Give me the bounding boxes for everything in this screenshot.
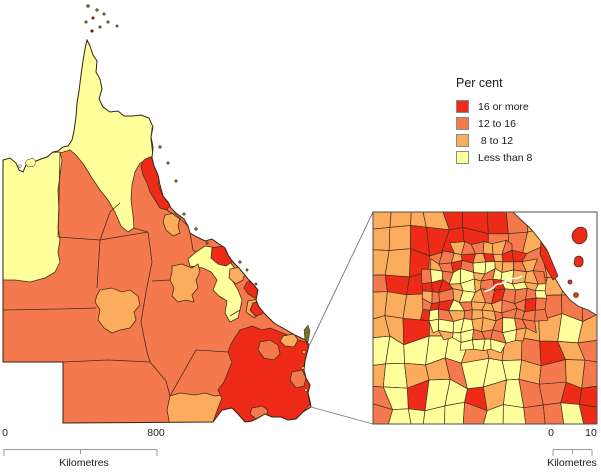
inset-region: [373, 363, 386, 388]
internal-boundaries: [3, 151, 241, 397]
inset-region: [421, 282, 433, 292]
region-lightorange-central: [169, 263, 201, 303]
inset-region: [384, 248, 411, 278]
inset-region: [535, 297, 548, 311]
region-lightorange-coast1: [162, 212, 181, 237]
legend-item-orange: 12 to 16: [456, 115, 532, 132]
inset-region: [542, 402, 565, 424]
inset-region: [444, 401, 465, 424]
inset-region: [502, 404, 526, 424]
inset-region: [373, 274, 388, 293]
inset-region: [373, 403, 394, 424]
legend-item-yellow: Less than 8: [456, 149, 532, 166]
legend-label: 8 to 12: [478, 134, 514, 147]
legend-item-light_orange: 8 to 12: [456, 132, 532, 149]
callout-lines: [308, 211, 374, 425]
inset-region: [534, 290, 548, 299]
inset-scale-unit-label: Kilometres: [547, 457, 597, 469]
inset-scalebar: [552, 449, 593, 456]
inset-scale-start-label: 0: [548, 427, 554, 439]
inset-region-mosaic: [373, 212, 597, 424]
legend: Per cent 16 or more 12 to 16 8 to 12 Less …: [456, 76, 532, 166]
inset-region: [523, 404, 546, 424]
inset-region: [472, 261, 487, 275]
inset-region: [521, 318, 537, 334]
region-gulf-west: [3, 151, 63, 283]
inset-region: [490, 338, 507, 354]
region-orange-se2: [289, 369, 307, 389]
legend-swatch-orange: [456, 117, 469, 130]
region-lightorange-centralwest: [94, 287, 141, 334]
inset-region: [581, 359, 597, 389]
main-scale-start-label: 0: [2, 427, 8, 439]
scalebars: [3, 449, 593, 456]
offshore-islands: [18, 4, 311, 343]
legend-swatch-light_orange: [456, 134, 469, 147]
legend-swatch-red: [456, 100, 469, 113]
inset-region: [534, 308, 549, 322]
callout-line-bottom: [310, 406, 374, 425]
inset-map: [372, 211, 598, 425]
main-map: [2, 4, 312, 424]
callout-line-top: [308, 211, 374, 347]
legend-item-red: 16 or more: [456, 98, 532, 115]
inset-scale-end-label: 10: [585, 427, 597, 439]
inset-region: [462, 401, 488, 424]
inset-region: [373, 227, 391, 251]
inset-region: [382, 362, 408, 389]
legend-title: Per cent: [456, 76, 503, 90]
inset-region: [486, 212, 509, 235]
legend-swatch-yellow: [456, 151, 469, 164]
inset-region: [577, 314, 597, 344]
main-scale-unit-label: Kilometres: [59, 457, 109, 469]
inset-region: [388, 408, 412, 424]
region-orange-se1: [257, 339, 281, 361]
inset-region: [388, 225, 411, 251]
bay-islands: [539, 226, 588, 298]
inset-region: [482, 241, 494, 255]
main-scalebar: [3, 449, 158, 456]
brisbane-river: [484, 275, 523, 293]
inset-region: [524, 297, 537, 312]
inset-region: [515, 327, 527, 342]
legend-items: 16 or more 12 to 16 8 to 12 Less than 8: [456, 98, 532, 166]
inset-region: [407, 408, 426, 424]
inset-water-layer: [484, 212, 597, 316]
legend-label: Less than 8: [478, 151, 533, 164]
inset-region: [420, 268, 433, 285]
inset-region: [560, 402, 585, 424]
inset-region: [483, 404, 504, 424]
inset-region: [492, 253, 504, 263]
inset-region: [389, 212, 412, 228]
inset-region: [373, 212, 392, 230]
legend-label: 16 or more: [478, 100, 529, 113]
inset-region: [578, 403, 597, 424]
main-scale-end-label: 800: [147, 427, 165, 439]
inset-region: [463, 309, 473, 321]
inset-border: [372, 211, 598, 425]
legend-label: 12 to 16: [478, 117, 516, 130]
